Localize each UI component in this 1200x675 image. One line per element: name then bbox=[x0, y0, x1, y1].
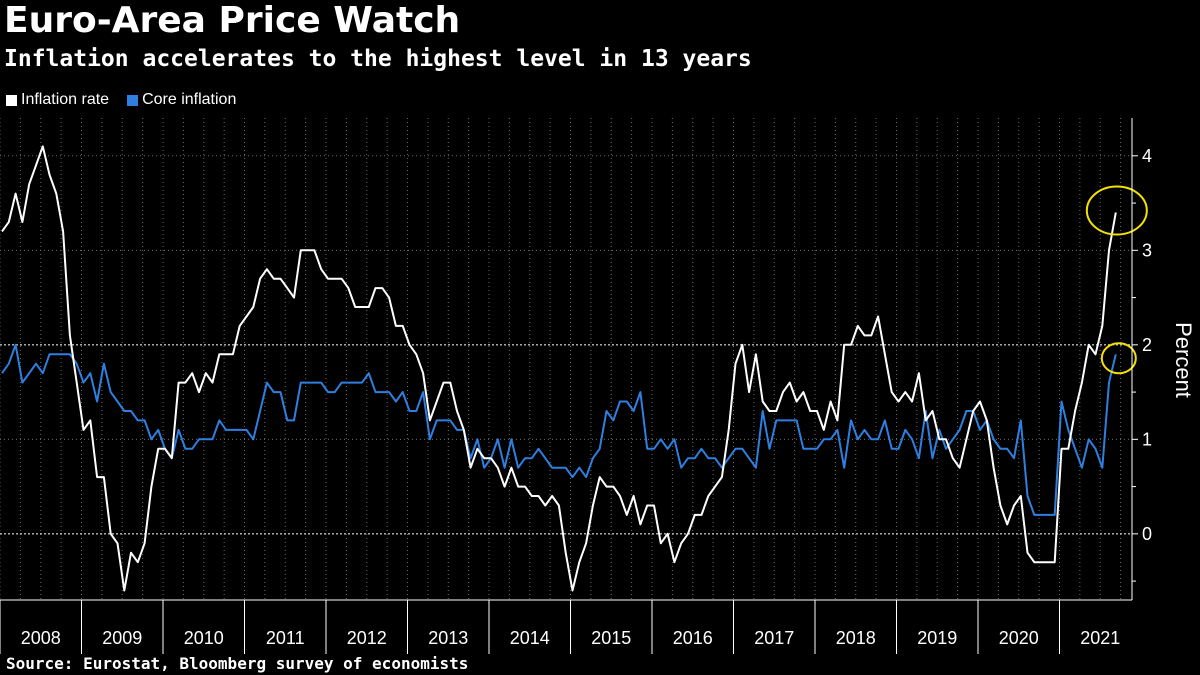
y-tick-label: 4 bbox=[1142, 146, 1152, 166]
x-tick-label: 2013 bbox=[428, 628, 468, 648]
highlight-circle-inflation bbox=[1085, 185, 1148, 236]
x-tick-label: 2012 bbox=[347, 628, 387, 648]
legend-swatch-inflation bbox=[6, 94, 17, 106]
axes: 0 1 2 3 4 2008 2009 2010 2011 2012 2013 2014 2015 201… bbox=[0, 118, 1152, 654]
x-tick-label: 2019 bbox=[917, 628, 957, 648]
legend-item-inflation: Inflation rate bbox=[6, 91, 109, 109]
x-tick-label: 2009 bbox=[102, 628, 142, 648]
legend: Inflation rate Core inflation bbox=[6, 91, 236, 109]
legend-item-core: Core inflation bbox=[127, 91, 236, 109]
x-tick-label: 2016 bbox=[673, 628, 713, 648]
x-tick-label: 2021 bbox=[1080, 628, 1120, 648]
y-tick-label: 0 bbox=[1142, 524, 1152, 544]
x-tick-label: 2015 bbox=[591, 628, 631, 648]
x-tick-label: 2018 bbox=[836, 628, 876, 648]
y-tick-label: 1 bbox=[1142, 429, 1152, 449]
y-tick-label: 3 bbox=[1142, 240, 1152, 260]
series-lines bbox=[1, 145, 1117, 592]
x-tick-label: 2008 bbox=[21, 628, 61, 648]
legend-label-core: Core inflation bbox=[142, 91, 237, 108]
grid bbox=[0, 118, 1132, 600]
legend-swatch-core bbox=[127, 94, 139, 106]
chart-subtitle: Inflation accelerates to the highest lev… bbox=[4, 46, 752, 72]
x-tick-label: 2011 bbox=[266, 628, 305, 648]
source-note: Source: Eurostat, Bloomberg survey of ec… bbox=[6, 654, 469, 673]
chart-title: Euro-Area Price Watch bbox=[4, 0, 461, 41]
legend-label-inflation: Inflation rate bbox=[21, 91, 110, 108]
series-line-core-inflation bbox=[1, 343, 1117, 516]
x-tick-label: 2020 bbox=[999, 628, 1039, 648]
x-tick-label: 2017 bbox=[754, 628, 794, 648]
y-axis-label: Percent bbox=[1171, 322, 1196, 398]
x-tick-label: 2014 bbox=[510, 628, 550, 648]
x-tick-label: 2010 bbox=[184, 628, 224, 648]
y-tick-label: 2 bbox=[1142, 335, 1152, 355]
annotations bbox=[1085, 185, 1148, 375]
series-line-inflation-rate bbox=[1, 145, 1117, 592]
highlight-circle-core bbox=[1100, 342, 1137, 375]
